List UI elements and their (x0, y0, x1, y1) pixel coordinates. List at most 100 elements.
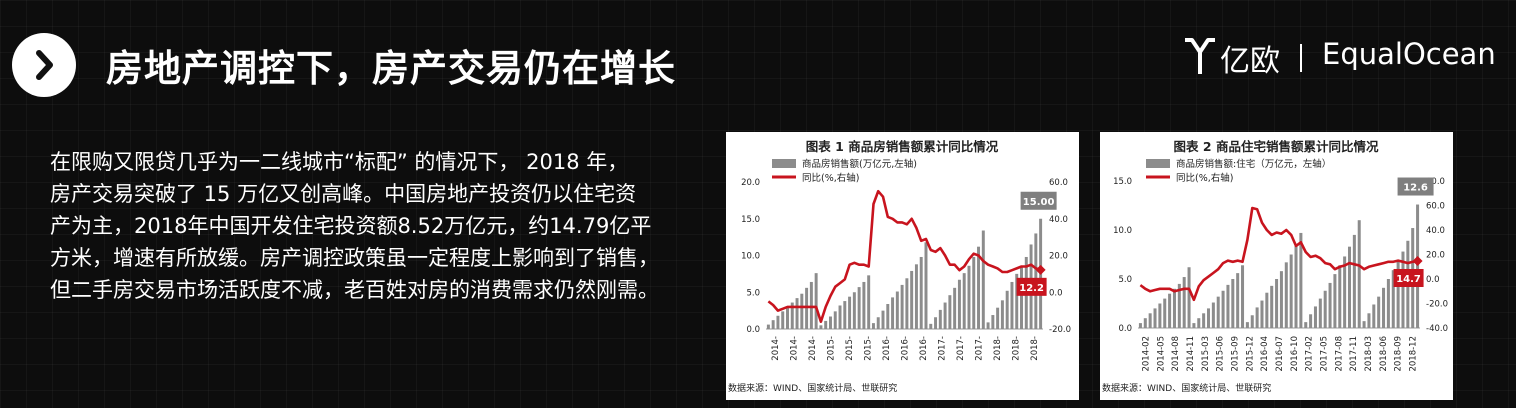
bar (948, 295, 952, 329)
bar (809, 281, 813, 329)
bar (953, 287, 957, 329)
bar (776, 315, 780, 329)
bar (1284, 262, 1288, 328)
x-tick-label: 2015- (827, 336, 837, 361)
bar (1206, 308, 1211, 328)
x-tick-label: 2016- (919, 336, 929, 361)
bar (1382, 287, 1386, 328)
bar-value-label: 15.00 (1023, 197, 1055, 208)
legend-swatch-bar (772, 159, 796, 168)
bar (1245, 322, 1249, 328)
bar (1313, 306, 1317, 328)
bar (1197, 318, 1201, 328)
bar (805, 287, 809, 329)
bar (833, 311, 837, 329)
bar (1372, 304, 1376, 328)
x-tick-label: 2018-12 (1409, 336, 1419, 372)
y-left-tick-label: 0.0 (1118, 324, 1132, 334)
bar (824, 320, 828, 329)
x-tick-label: 2014-05 (1156, 336, 1166, 372)
y-right-tick-label: 80.0 (1426, 177, 1445, 187)
bar (1000, 300, 1004, 329)
line-end-marker (1412, 255, 1423, 266)
bar (1020, 266, 1023, 329)
bar (862, 281, 866, 329)
logo-en: EqualOcean (1322, 37, 1496, 71)
x-tick-label: 2015-12 (1245, 336, 1255, 372)
x-tick-label: 2015- (845, 336, 855, 361)
bar (795, 298, 799, 329)
line-value-box (1393, 268, 1424, 287)
x-tick-label: 2014- (790, 336, 800, 361)
bar (1386, 279, 1390, 328)
bar (814, 273, 818, 329)
body-paragraph: 在限购又限贷几乎为一二线城市“标配” 的情况下， 2018 年， 房产交易突破了… (50, 146, 720, 306)
series-line (1139, 206, 1418, 302)
x-tick-label: 2017- (956, 336, 966, 361)
bar (1260, 300, 1264, 328)
bar (1265, 292, 1269, 328)
y-right-tick-label: 20.0 (1049, 252, 1068, 262)
bar (1153, 308, 1157, 328)
bar (771, 320, 775, 329)
x-tick-label: 2018-09 (1394, 336, 1404, 372)
line-end-marker (1035, 264, 1046, 275)
chart-title: 图表 2 商品住宅销售额累计同比情况 (1174, 139, 1379, 154)
x-tick-label: 2016-10 (1290, 336, 1300, 372)
y-right-tick-label: 0.0 (1049, 288, 1063, 298)
line-value-box (1016, 277, 1047, 296)
bar (1304, 322, 1308, 328)
bar (1396, 261, 1400, 328)
bar (1236, 273, 1240, 328)
bar (1211, 302, 1215, 328)
bar (867, 275, 871, 329)
chart-source: 数据来源：WIND、国家统计局、世联研究 (1102, 382, 1271, 394)
bar (1182, 277, 1186, 328)
bar (957, 279, 961, 329)
x-tick-label: 2015- (864, 336, 874, 361)
x-tick-label: 2014-11 (1186, 336, 1196, 372)
bar (848, 296, 852, 329)
bar (1143, 318, 1147, 328)
bar (1352, 234, 1356, 328)
x-tick-label: 2014- (808, 336, 818, 361)
bar (977, 246, 981, 329)
bar (1250, 315, 1254, 328)
y-right-tick-label: -40.0 (1426, 324, 1448, 334)
bar (819, 325, 823, 329)
y-right-tick-label: 40.0 (1426, 226, 1445, 236)
bar (1231, 279, 1235, 328)
chevron-right-icon[interactable] (12, 33, 76, 97)
bar (1005, 290, 1009, 329)
chart-panel-2: 图表 2 商品住宅销售额累计同比情况 商品房销售额:住宅（万亿元，左轴） 同比(%,… (1100, 132, 1453, 400)
yiou-logo-icon (1185, 38, 1215, 74)
body-line: 方米，增速有所放缓。房产调控政策虽一定程度上影响到了销售， (50, 246, 659, 270)
bar (766, 324, 770, 329)
y-left-tick-label: 10.0 (1113, 226, 1132, 236)
page-title: 房地产调控下，房产交易仍在增长 (106, 47, 676, 90)
bar (986, 322, 990, 329)
bar (1338, 265, 1342, 328)
bar (1289, 254, 1293, 328)
bar (1367, 313, 1371, 328)
bar (1275, 279, 1279, 328)
bar (910, 270, 914, 329)
bar (852, 292, 856, 329)
x-tick-label: 2017- (937, 336, 947, 361)
y-left-tick-label: 20.0 (741, 178, 760, 188)
bar (1401, 251, 1405, 328)
legend-label: 同比(%,右轴) (1176, 172, 1233, 184)
bar (786, 306, 789, 329)
bar (900, 284, 904, 329)
bar (1138, 323, 1142, 328)
body-line: 但二手房交易市场活跃度不减，老百姓对房的消费需求仍然刚需。 (50, 278, 659, 302)
bar (938, 309, 942, 329)
bar (1416, 204, 1420, 328)
bar (1357, 220, 1361, 328)
x-tick-label: 2016- (901, 336, 911, 361)
bar (838, 305, 842, 329)
y-right-tick-label: 20.0 (1426, 251, 1445, 261)
bar (1255, 307, 1259, 328)
body-line: 房产交易突破了 15 万亿又创高峰。中国房地产投资仍以住宅资 (50, 182, 637, 206)
